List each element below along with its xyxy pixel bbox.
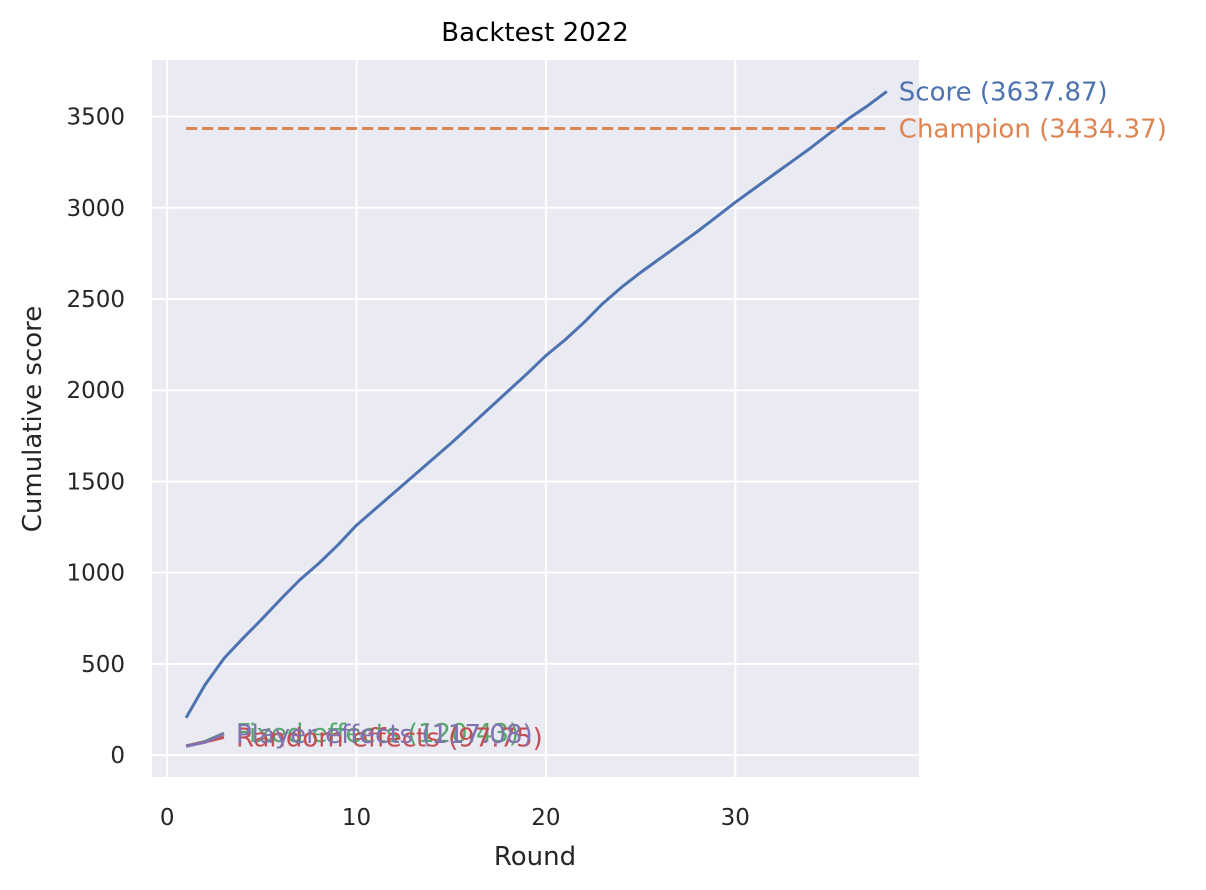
series-lines bbox=[184, 90, 888, 748]
series-end-label: Fixed effects (120.43) bbox=[236, 719, 519, 749]
plot-background bbox=[152, 60, 919, 777]
y-tick-label: 2500 bbox=[66, 287, 125, 313]
series-line bbox=[185, 732, 225, 748]
y-tick-label: 1000 bbox=[66, 561, 125, 587]
y-tick-label: 2000 bbox=[66, 378, 125, 404]
series-end-label: Score (3637.87) bbox=[899, 78, 1108, 108]
series-line bbox=[184, 90, 888, 719]
y-tick-label: 0 bbox=[110, 743, 125, 769]
series-end-labels: Score (3637.87) Champion (3434.37) Fixed e… bbox=[236, 78, 1167, 754]
x-tick-label: 20 bbox=[531, 805, 560, 831]
y-tick-label: 1500 bbox=[66, 469, 125, 495]
chart-title: Backtest 2022 bbox=[441, 18, 628, 48]
y-tick-label: 3000 bbox=[66, 196, 125, 222]
series-end-label: Random effects (97.75) bbox=[236, 723, 543, 753]
y-tick-label: 3500 bbox=[66, 105, 125, 131]
x-tick-label: 0 bbox=[160, 805, 175, 831]
x-tick-label: 30 bbox=[721, 805, 750, 831]
x-axis-title: Round bbox=[494, 842, 576, 872]
y-axis-title: Cumulative score bbox=[18, 306, 48, 533]
y-tick-label: 500 bbox=[81, 652, 125, 678]
y-tick-labels: 0 500 1000 1500 2000 2500 3000 3500 bbox=[66, 105, 125, 770]
series-end-label: Player effects (117.08) bbox=[236, 720, 533, 750]
series-end-label: Champion (3434.37) bbox=[899, 115, 1167, 145]
grid bbox=[152, 60, 919, 777]
x-tick-labels: 0 10 20 30 bbox=[160, 805, 750, 831]
x-tick-label: 10 bbox=[342, 805, 371, 831]
